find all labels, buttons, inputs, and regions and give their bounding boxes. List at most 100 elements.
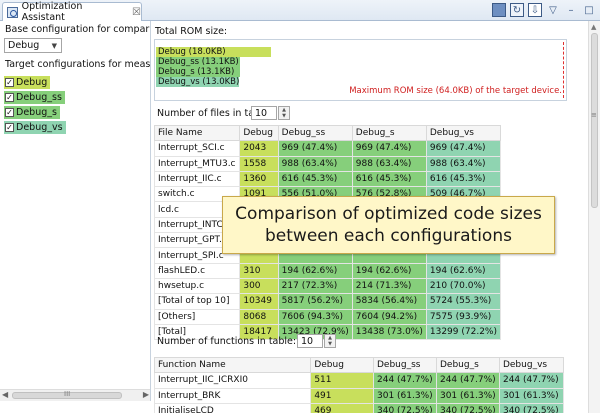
column-header[interactable]: Debug <box>310 356 374 374</box>
config-label: Debug_vs <box>16 122 63 133</box>
column-header[interactable]: Debug_vs <box>425 124 502 142</box>
size-cell: 301 (61.3%) <box>435 387 500 404</box>
size-cell: 988 (63.4%) <box>277 155 353 172</box>
table-row[interactable]: flashLED.c 310 194 (62.6%) 194 (62.6%) 194 (… <box>153 262 502 279</box>
size-cell: 301 (61.3%) <box>373 387 437 404</box>
size-cell: 210 (70.0%) <box>425 277 502 295</box>
scrollbar-thumb[interactable] <box>591 33 598 208</box>
optimization-assistant-icon <box>7 6 18 18</box>
scrollbar-thumb[interactable] <box>12 392 122 399</box>
size-cell: 969 (47.4%) <box>277 140 353 157</box>
column-header[interactable]: Function Name <box>153 356 312 374</box>
name-cell: [Total of top 10] <box>153 293 241 310</box>
spinner-arrows-icon[interactable]: ▲ ▼ <box>278 106 290 120</box>
functions-count-spinner[interactable]: 10 ▲ ▼ <box>297 334 336 348</box>
scroll-up-icon[interactable]: ▲ <box>591 23 597 31</box>
check-icon[interactable]: ✓ <box>5 93 14 102</box>
maximize-icon[interactable]: □ <box>584 4 594 16</box>
size-cell: 969 (47.4%) <box>351 140 427 157</box>
table-row[interactable]: Interrupt_MTU3.c 1558 988 (63.4%) 988 (63.4… <box>153 155 502 172</box>
check-icon[interactable]: ✓ <box>5 108 14 117</box>
table-row[interactable]: Interrupt_SCI.c 2043 969 (47.4%) 969 (47.4%… <box>153 140 502 157</box>
scroll-left-icon[interactable]: ◀ <box>2 390 9 399</box>
base-config-value: Debug <box>8 40 40 51</box>
size-cell: 7575 (93.9%) <box>425 308 502 325</box>
size-cell: 616 (45.3%) <box>277 170 353 188</box>
size-cell: 8068 <box>239 308 279 325</box>
size-cell: 340 (72.5%) <box>498 402 565 413</box>
size-cell: 7606 (94.3%) <box>277 308 353 325</box>
config-checkbox[interactable]: ✓ Debug_ss <box>4 91 65 104</box>
name-cell: hwsetup.c <box>153 277 241 295</box>
configuration-pane: Base configuration for comparison: Debug… <box>0 21 151 401</box>
size-cell: 13299 (72.2%) <box>425 323 502 341</box>
close-icon[interactable]: ☒ <box>132 6 141 18</box>
rom-max-line <box>563 42 564 98</box>
config-label: Debug_ss <box>16 92 62 103</box>
column-header[interactable]: File Name <box>153 124 241 142</box>
table-row[interactable]: [Total of top 10] 10349 5817 (56.2%) 5834 (… <box>153 293 502 310</box>
name-cell: Interrupt_BRK <box>153 387 312 404</box>
config-label: Debug <box>16 77 48 88</box>
scroll-grip-icon: III <box>64 390 71 398</box>
size-cell: 340 (72.5%) <box>373 402 437 413</box>
size-cell: 194 (62.6%) <box>425 262 502 279</box>
scroll-right-icon[interactable]: ▶ <box>142 390 149 399</box>
column-header[interactable]: Debug_s <box>435 356 500 374</box>
config-checkbox[interactable]: ✓ Debug_s <box>4 106 60 119</box>
size-cell: 217 (72.3%) <box>277 277 353 295</box>
chart-view-icon[interactable] <box>492 3 506 17</box>
callout-line-1: Comparison of optimized code sizes <box>235 204 542 224</box>
horizontal-scrollbar[interactable]: ◀ III ▶ <box>0 389 150 401</box>
vertical-scrollbar[interactable]: ▲ ≡ <box>588 21 600 413</box>
files-count-spinner[interactable]: 10 ▲ ▼ <box>251 106 290 120</box>
column-header[interactable]: Debug_ss <box>373 356 437 374</box>
column-header[interactable]: Debug_vs <box>498 356 565 374</box>
size-cell: 616 (45.3%) <box>425 170 502 188</box>
table-row[interactable]: [Others] 8068 7606 (94.3%) 7604 (94.2%) 7575… <box>153 308 502 325</box>
view-title-bar: Optimization Assistant ☒ ↻ ⇩ ▽ – □ <box>0 0 600 23</box>
config-checkbox[interactable]: ✓ Debug <box>4 76 51 89</box>
size-cell: 5817 (56.2%) <box>277 293 353 310</box>
column-header[interactable]: Debug <box>239 124 279 142</box>
config-checkbox[interactable]: ✓ Debug_vs <box>4 121 66 134</box>
config-label: Debug_s <box>16 107 57 118</box>
name-cell: Interrupt_IIC_ICRXI0 <box>153 372 312 389</box>
table-row[interactable]: hwsetup.c 300 217 (72.3%) 214 (71.3%) 210 (7… <box>153 277 502 295</box>
tab-optimization-assistant[interactable]: Optimization Assistant ☒ <box>2 1 142 23</box>
rom-max-label: Maximum ROM size (64.0KB) of the target … <box>349 86 562 96</box>
chevron-down-icon: ▼ <box>51 41 57 50</box>
name-cell: [Total] <box>153 323 241 341</box>
size-cell: 310 <box>239 262 279 279</box>
refresh-icon[interactable]: ↻ <box>510 3 524 17</box>
size-cell: 214 (71.3%) <box>351 277 427 295</box>
table-row[interactable]: InitialiseLCD 469 340 (72.5%) 340 (72.5%) 34… <box>153 402 565 413</box>
functions-table: Function Name Debug Debug_ss Debug_s Debug_v… <box>153 356 565 413</box>
table-row[interactable]: Interrupt_IIC_ICRXI0 511 244 (47.7%) 244 (4… <box>153 372 565 389</box>
column-header[interactable]: Debug_s <box>351 124 427 142</box>
target-config-label: Target configurations for measurement <box>5 59 151 70</box>
table-row[interactable]: Interrupt_BRK 491 301 (61.3%) 301 (61.3%) 30… <box>153 387 565 404</box>
size-cell: 301 (61.3%) <box>498 387 565 404</box>
functions-count-value: 10 <box>301 335 314 347</box>
minimize-icon[interactable]: – <box>568 4 574 16</box>
files-count-value: 10 <box>255 107 268 119</box>
size-cell: 18417 <box>239 323 279 341</box>
view-menu-icon[interactable]: ▽ <box>549 4 557 16</box>
size-cell: 1558 <box>239 155 279 172</box>
size-cell: 5834 (56.4%) <box>351 293 427 310</box>
spinner-arrows-icon[interactable]: ▲ ▼ <box>324 334 336 348</box>
size-cell: 616 (45.3%) <box>351 170 427 188</box>
size-cell: 194 (62.6%) <box>277 262 353 279</box>
base-config-combo[interactable]: Debug ▼ <box>4 38 62 53</box>
table-row[interactable]: [Total] 18417 13423 (72.9%) 13438 (73.0%) 13… <box>153 323 502 341</box>
size-cell: 10349 <box>239 293 279 310</box>
check-icon[interactable]: ✓ <box>5 123 14 132</box>
export-icon[interactable]: ⇩ <box>528 3 542 17</box>
column-header[interactable]: Debug_ss <box>277 124 353 142</box>
size-cell: 511 <box>310 372 374 389</box>
check-icon[interactable]: ✓ <box>5 78 14 87</box>
size-cell: 13438 (73.0%) <box>351 323 427 341</box>
table-row[interactable]: Interrupt_IIC.c 1360 616 (45.3%) 616 (45.3%… <box>153 170 502 188</box>
scroll-grip-icon: ≡ <box>591 111 597 119</box>
